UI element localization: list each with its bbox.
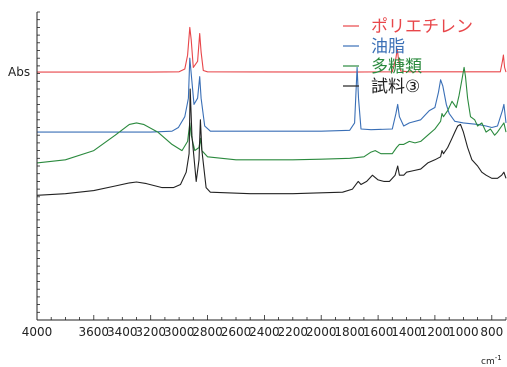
series-line-3 [36, 88, 507, 196]
x-tick-label-2200: 2200 [278, 325, 309, 339]
y-axis-label: Abs [8, 65, 30, 79]
x-tick-label-1800: 1800 [334, 325, 365, 339]
x-tick-label-2000: 2000 [306, 325, 337, 339]
x-tick-label-3600: 3600 [79, 325, 110, 339]
plot-area [36, 26, 507, 196]
series-line-1 [37, 57, 507, 133]
x-axis-unit-exp: -1 [495, 354, 502, 362]
x-tick-label-3000: 3000 [164, 325, 195, 339]
x-tick-label-2600: 2600 [221, 325, 252, 339]
x-tick-label-800: 800 [480, 325, 503, 339]
x-tick-label-1600: 1600 [363, 325, 394, 339]
x-tick-label-2400: 2400 [249, 325, 280, 339]
x-tick-label-3400: 3400 [107, 325, 138, 339]
axes: 4000 3600 3200 2800 2400 2000 1600 1200 800 3400 3… [22, 11, 507, 339]
x-tick-label-1400: 1400 [391, 325, 422, 339]
x-tick-label-3200: 3200 [135, 325, 166, 339]
legend-label-1: 油脂 [371, 37, 405, 57]
x-tick-label-4000: 4000 [22, 325, 53, 339]
x-tick-label-1200: 1200 [420, 325, 451, 339]
x-axis-unit-base: cm [481, 357, 495, 367]
legend-label-2: 多糖類 [371, 57, 422, 77]
series-line-0 [37, 26, 507, 73]
legend-label-0: ポリエチレン [371, 17, 473, 37]
x-tick-label-1000: 1000 [448, 325, 479, 339]
x-tick-label-2800: 2800 [192, 325, 223, 339]
x-axis-unit: cm-1 [481, 354, 502, 367]
series-line-2 [36, 66, 507, 164]
legend-label-3: 試料③ [371, 77, 420, 97]
